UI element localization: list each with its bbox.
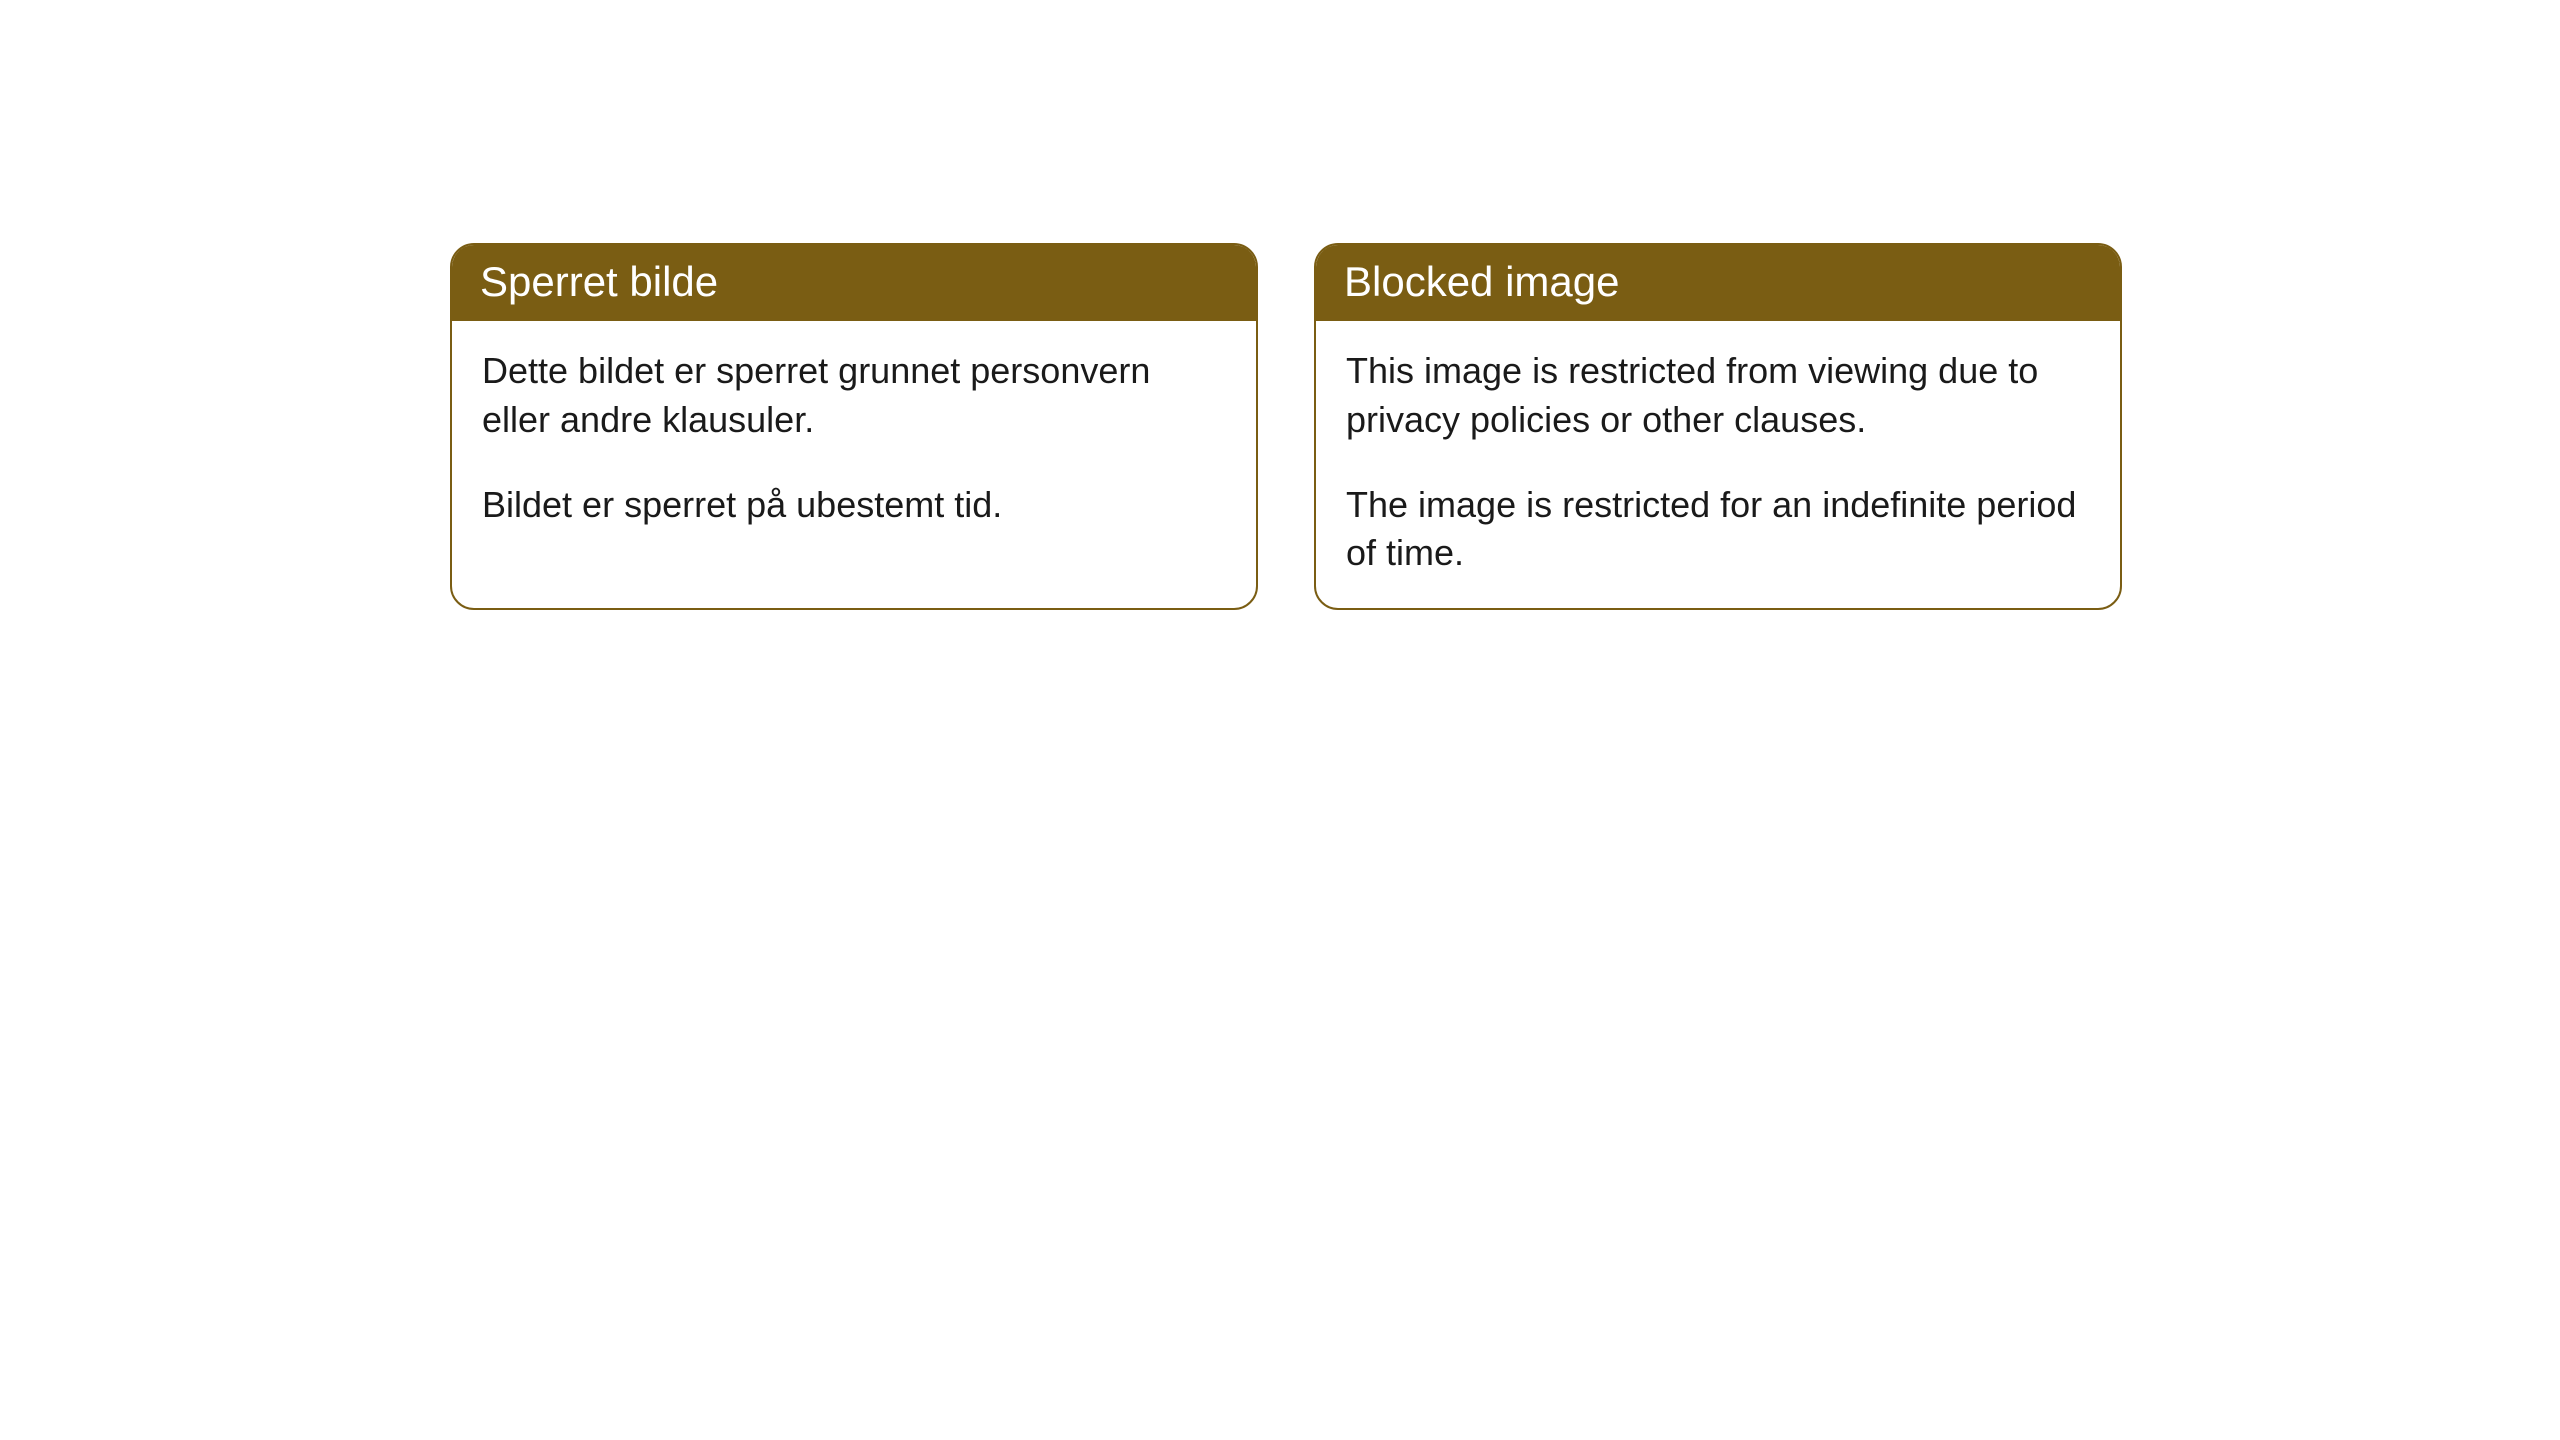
card-header-english: Blocked image bbox=[1316, 245, 2120, 321]
card-paragraph: This image is restricted from viewing du… bbox=[1346, 347, 2090, 444]
blocked-image-card-norwegian: Sperret bilde Dette bildet er sperret gr… bbox=[450, 243, 1258, 610]
card-paragraph: Dette bildet er sperret grunnet personve… bbox=[482, 347, 1226, 444]
notice-container: Sperret bilde Dette bildet er sperret gr… bbox=[0, 0, 2560, 610]
card-header-norwegian: Sperret bilde bbox=[452, 245, 1256, 321]
card-body-english: This image is restricted from viewing du… bbox=[1316, 321, 2120, 607]
card-body-norwegian: Dette bildet er sperret grunnet personve… bbox=[452, 321, 1256, 573]
card-title: Sperret bilde bbox=[480, 258, 718, 305]
card-paragraph: The image is restricted for an indefinit… bbox=[1346, 481, 2090, 578]
card-paragraph: Bildet er sperret på ubestemt tid. bbox=[482, 481, 1226, 530]
blocked-image-card-english: Blocked image This image is restricted f… bbox=[1314, 243, 2122, 610]
card-title: Blocked image bbox=[1344, 258, 1619, 305]
